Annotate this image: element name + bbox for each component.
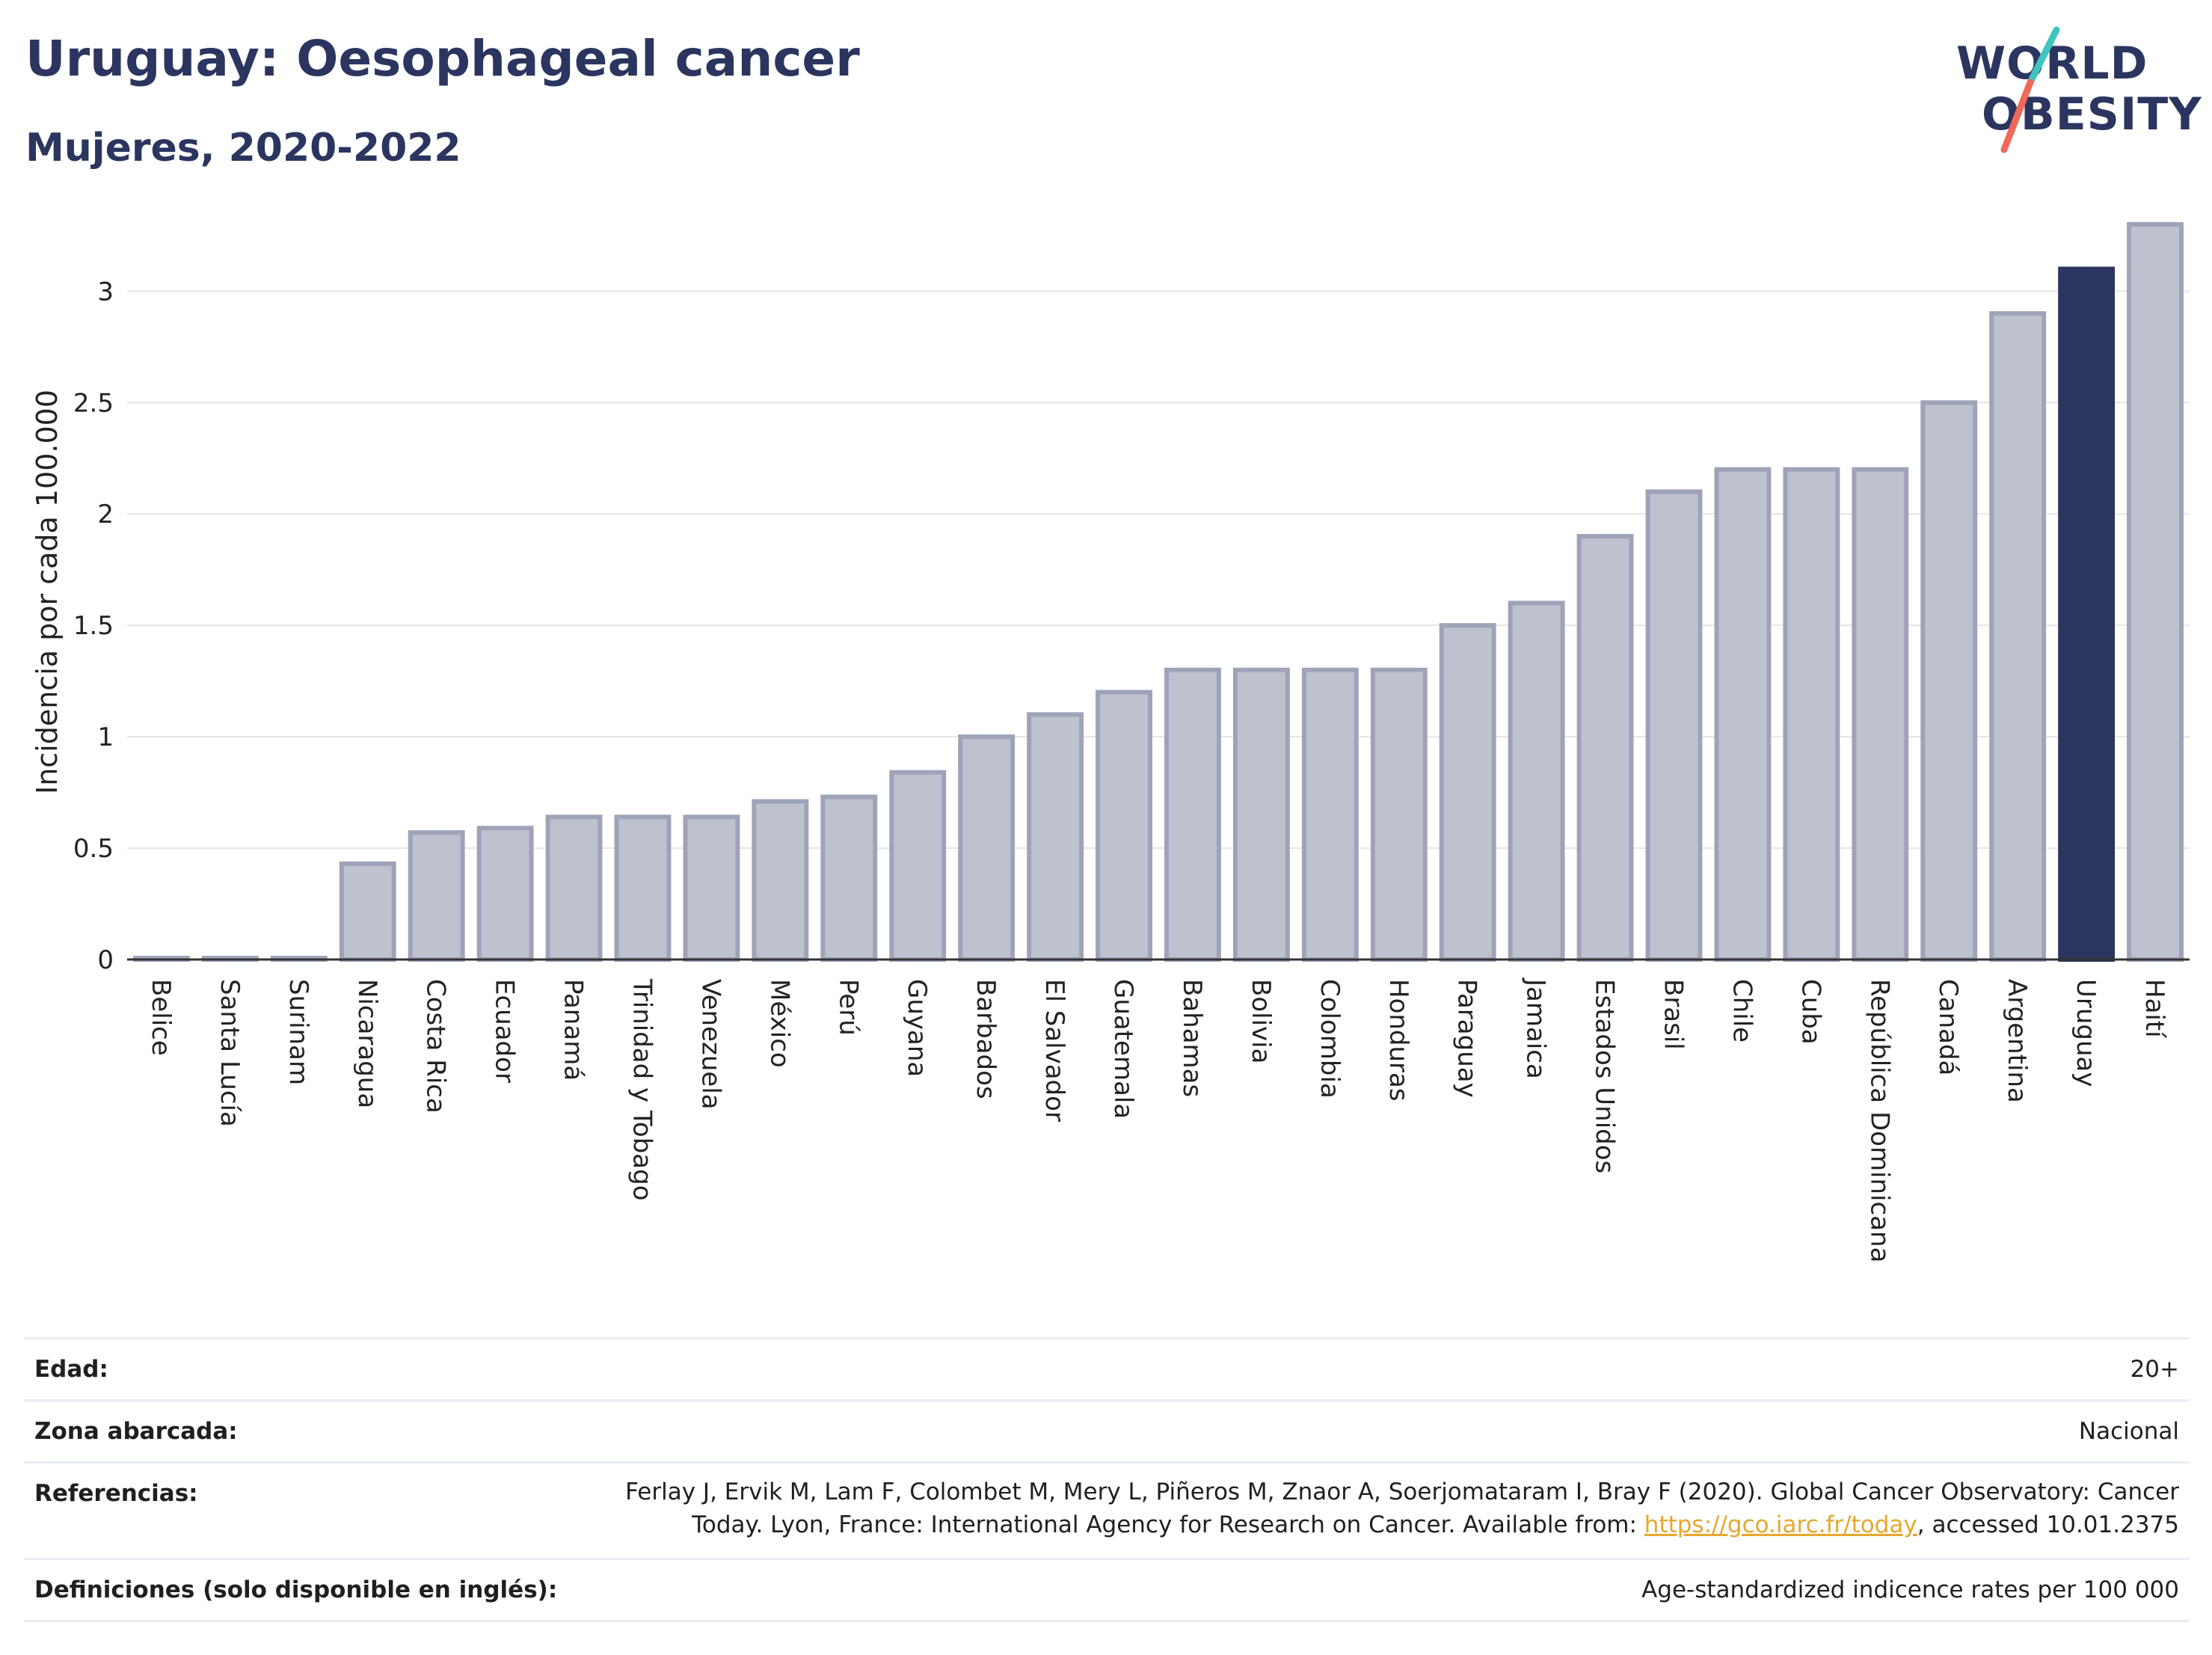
- y-tick-label: 0.5: [73, 834, 114, 864]
- x-tick-label: México: [764, 979, 794, 1068]
- bar-uruguay: [2058, 266, 2116, 962]
- x-tick-label: Jamaica: [1521, 977, 1551, 1079]
- x-tick-label: Guyana: [902, 979, 932, 1077]
- y-tick-label: 2: [97, 500, 114, 529]
- bar-ecuador: [476, 826, 534, 962]
- world-obesity-logo: WORLD OBESITY: [1944, 22, 2202, 157]
- x-tick-label: Trinidad y Tobago: [627, 978, 657, 1201]
- bar-costa-rica: [408, 830, 465, 962]
- definitions-label: Definiciones (solo disponible en inglés)…: [34, 1576, 558, 1603]
- x-tick-label: Panamá: [559, 979, 589, 1081]
- definitions-value: Age-standardized indicence rates per 100…: [1641, 1576, 2179, 1603]
- x-tick-label: Estados Unidos: [1590, 979, 1620, 1173]
- chart-title: Uruguay: Oesophageal cancer: [25, 30, 860, 87]
- bar-guatemala: [1096, 690, 1152, 962]
- x-tick-label: Brasil: [1659, 979, 1689, 1050]
- bar-colombia: [1301, 667, 1359, 962]
- zone-label: Zona abarcada:: [34, 1418, 238, 1445]
- bar-panam-: [545, 814, 603, 962]
- x-tick-label: Uruguay: [2071, 979, 2101, 1087]
- logo-slash-icon: [2000, 26, 2060, 153]
- y-tick-label: 2.5: [73, 388, 114, 418]
- x-tick-label: Chile: [1727, 979, 1757, 1043]
- info-row-zone: Zona abarcada: Nacional: [24, 1399, 2190, 1461]
- x-tick-label: El Salvador: [1039, 979, 1069, 1122]
- bar-bahamas: [1164, 667, 1221, 962]
- chart-subtitle: Mujeres, 2020-2022: [25, 126, 461, 171]
- x-tick-label: República Dominicana: [1864, 979, 1894, 1262]
- bar-honduras: [1370, 667, 1428, 962]
- x-tick-label: Colombia: [1315, 979, 1345, 1099]
- x-tick-label: Bahamas: [1177, 979, 1207, 1097]
- x-tick-label: Belice: [146, 979, 176, 1056]
- x-tick-label: Guatemala: [1108, 979, 1138, 1119]
- bar-venezuela: [683, 814, 740, 962]
- x-tick-label: Honduras: [1383, 979, 1413, 1102]
- bar-canad-: [1920, 400, 1978, 962]
- bar-barbados: [958, 734, 1016, 962]
- references-label: Referencias:: [34, 1480, 198, 1507]
- bar-paraguay: [1439, 623, 1496, 962]
- info-row-references: Referencias: Ferlay J, Ervik M, Lam F, C…: [24, 1461, 2190, 1558]
- x-tick-label: Venezuela: [695, 979, 725, 1110]
- references-line-1: Ferlay J, Ervik M, Lam F, Colombet M, Me…: [625, 1479, 2179, 1505]
- x-tick-label: Argentina: [2002, 979, 2032, 1103]
- bar-argentina: [1989, 311, 2047, 962]
- y-tick-label: 1.5: [73, 611, 114, 641]
- bar-trinidad-y-tobago: [614, 814, 672, 962]
- x-tick-label: Santa Lucía: [215, 979, 245, 1127]
- x-tick-label: Costa Rica: [421, 979, 451, 1114]
- references-accessed: , accessed 10.01.2375: [1917, 1511, 2179, 1538]
- bar-hait-: [2127, 222, 2184, 962]
- x-tick-label: Perú: [833, 979, 863, 1036]
- bar-per-: [820, 794, 878, 962]
- info-table: Edad: 20+ Zona abarcada: Nacional Refere…: [24, 1337, 2190, 1622]
- bar-brasil: [1645, 489, 1703, 962]
- bar-bolivia: [1232, 667, 1290, 962]
- info-row-age: Edad: 20+: [24, 1337, 2190, 1399]
- age-label: Edad:: [34, 1356, 108, 1383]
- references-value: Ferlay J, Ervik M, Lam F, Colombet M, Me…: [625, 1476, 2179, 1541]
- references-link[interactable]: https://gco.iarc.fr/today: [1644, 1511, 1917, 1538]
- x-tick-label: Haití: [2139, 979, 2169, 1039]
- x-tick-label: Nicaragua: [352, 979, 382, 1108]
- bar-guyana: [889, 770, 947, 962]
- x-tick-label: Paraguay: [1452, 979, 1482, 1098]
- bar-rep-blica-dominicana: [1852, 467, 1909, 962]
- x-tick-label: Barbados: [971, 979, 1001, 1099]
- y-tick-label: 3: [97, 277, 114, 307]
- x-tick-label: Cuba: [1795, 979, 1825, 1045]
- references-line-2: Today. Lyon, France: International Agenc…: [625, 1508, 2179, 1541]
- info-row-definitions: Definiciones (solo disponible en inglés)…: [24, 1558, 2190, 1622]
- references-line-2-text: Today. Lyon, France: International Agenc…: [692, 1511, 1644, 1538]
- bar-chile: [1714, 467, 1772, 962]
- age-value: 20+: [2130, 1356, 2179, 1383]
- x-tick-label: Ecuador: [490, 979, 520, 1083]
- x-tick-label: Canadá: [1933, 979, 1963, 1075]
- zone-value: Nacional: [2078, 1418, 2179, 1445]
- bar-chart: 0 0.5 1 1.5 2 2.5 3 Incidencia por cada 100.000…: [31, 222, 2190, 1262]
- x-tick-label: Bolivia: [1246, 979, 1276, 1063]
- bar-jamaica: [1508, 601, 1565, 962]
- bar-cuba: [1783, 467, 1840, 962]
- bar-nicaragua: [339, 861, 396, 962]
- y-axis-title: Incidencia por cada 100.000: [31, 390, 64, 794]
- bar-estados-unidos: [1576, 534, 1634, 962]
- bar-el-salvador: [1027, 712, 1084, 962]
- x-tick-label: Surinam: [283, 979, 313, 1085]
- y-tick-label: 1: [97, 722, 114, 752]
- bar-m-xico: [752, 799, 809, 962]
- y-tick-label: 0: [97, 945, 114, 975]
